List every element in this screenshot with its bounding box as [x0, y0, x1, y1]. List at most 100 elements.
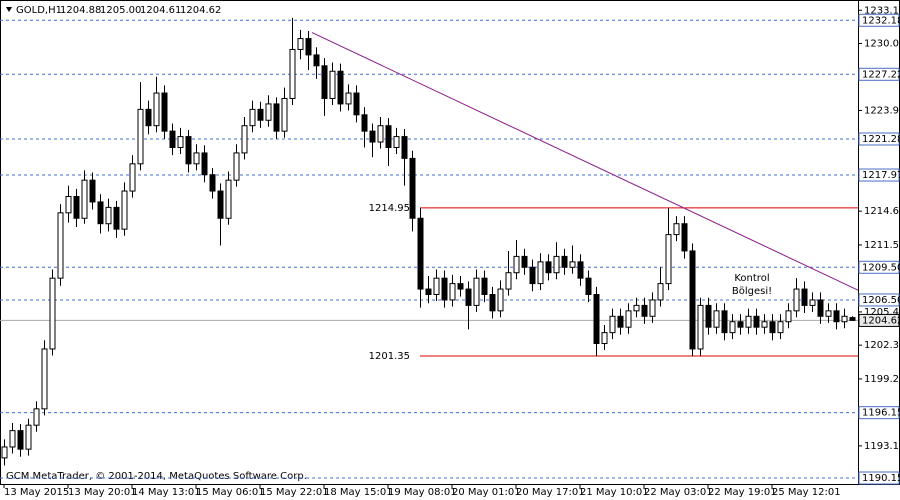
candle-body	[609, 315, 616, 334]
sr-label: 1201.35	[369, 351, 410, 362]
candle-body	[329, 70, 336, 99]
trendline	[311, 32, 859, 291]
candle-body	[649, 299, 656, 317]
candle-body	[137, 108, 144, 165]
candle-body	[25, 424, 32, 450]
candle-body	[545, 261, 552, 274]
candle-body	[553, 255, 560, 274]
candle-body	[489, 294, 496, 312]
candle-body	[465, 288, 472, 306]
level-label: 1232.18	[862, 15, 900, 26]
candle-body	[305, 38, 312, 56]
candle-body	[569, 261, 576, 268]
candle-body	[841, 315, 848, 323]
candle-body	[417, 217, 424, 290]
candle-body	[161, 92, 168, 132]
candle-body	[393, 136, 400, 148]
candle-body	[89, 179, 96, 203]
symbol-menu-icon[interactable]	[6, 7, 12, 12]
level-box	[858, 132, 900, 146]
y-tick-label: 1230.05	[864, 38, 900, 49]
level-box	[858, 260, 900, 274]
quote: 1205.00	[100, 5, 141, 16]
candle-body	[17, 430, 24, 450]
candle-body	[57, 212, 64, 279]
candle-body	[825, 310, 832, 317]
current-price-label: 1204.62	[862, 315, 900, 326]
level-label: 1206.50	[862, 295, 900, 306]
y-tick-label: 1193.10	[864, 441, 900, 452]
x-tick-label: 13 May 2015	[4, 487, 69, 498]
candle-body	[9, 430, 16, 448]
candle-body	[425, 288, 432, 296]
candle-body	[449, 283, 456, 301]
sr-label: 1214.95	[369, 203, 410, 214]
level-label: 1221.28	[862, 134, 900, 145]
candle-body	[641, 304, 648, 317]
level-box	[858, 293, 900, 307]
y-tick-label: 1205.40	[864, 307, 900, 318]
candle-body	[201, 152, 208, 176]
candle-body	[769, 321, 776, 334]
candle-body	[673, 223, 680, 236]
level-label: 1217.97	[862, 170, 900, 181]
candle-body	[689, 250, 696, 350]
plot-frame	[0, 0, 900, 485]
candle-body	[73, 195, 80, 219]
candle-body	[585, 277, 592, 296]
candle-body	[409, 157, 416, 219]
candle-body	[777, 321, 784, 334]
candle-body	[521, 255, 528, 268]
candle-body	[817, 299, 824, 317]
candle-body	[529, 266, 536, 285]
x-tick-label: 19 May 08:01	[388, 487, 457, 498]
level-box	[858, 471, 900, 485]
y-tick-label: 1233.10	[864, 5, 900, 16]
current-price-box	[858, 313, 900, 327]
annotation: Kontrol	[734, 273, 769, 284]
y-tick-label: 1202.35	[864, 340, 900, 351]
y-tick-label: 1211.55	[864, 240, 900, 251]
candle-body	[249, 108, 256, 127]
candle-body	[433, 277, 440, 296]
y-tick-label: 1214.65	[864, 206, 900, 217]
candle-body	[345, 92, 352, 105]
candle-body	[625, 310, 632, 328]
candle-body	[97, 201, 104, 225]
y-tick-label: 1199.25	[864, 374, 900, 385]
candle-body	[537, 261, 544, 285]
level-label: 1196.15	[862, 408, 900, 419]
level-box	[858, 406, 900, 420]
candle-body	[209, 174, 216, 192]
candle-body	[761, 321, 768, 328]
candle-body	[281, 97, 288, 132]
annotation: Bölgesi!	[732, 286, 772, 297]
candle-body	[793, 288, 800, 312]
candle-body	[289, 48, 296, 99]
candle-body	[481, 277, 488, 296]
candle-body	[129, 163, 136, 192]
x-tick-label: 25 May 12:01	[772, 487, 841, 498]
candle-body	[593, 294, 600, 345]
candle-body	[353, 92, 360, 116]
candle-body	[457, 283, 464, 290]
candle-body	[809, 299, 816, 306]
candle-body	[121, 190, 128, 230]
candle-body	[81, 179, 88, 219]
x-tick-label: 13 May 20:01	[68, 487, 137, 498]
candle-body	[169, 130, 176, 148]
x-tick-label: 15 May 22:01	[260, 487, 329, 498]
candle-body	[713, 310, 720, 328]
candle-body	[697, 304, 704, 350]
candle-body	[505, 272, 512, 290]
candle-body	[49, 277, 56, 350]
x-tick-label: 20 May 17:01	[516, 487, 585, 498]
x-tick-label: 20 May 01:01	[452, 487, 521, 498]
candle-body	[241, 125, 248, 154]
candle-body	[153, 92, 160, 127]
x-tick-label: 22 May 03:01	[644, 487, 713, 498]
candle-body	[721, 310, 728, 334]
candle-body	[321, 65, 328, 99]
candle-body	[41, 348, 48, 410]
